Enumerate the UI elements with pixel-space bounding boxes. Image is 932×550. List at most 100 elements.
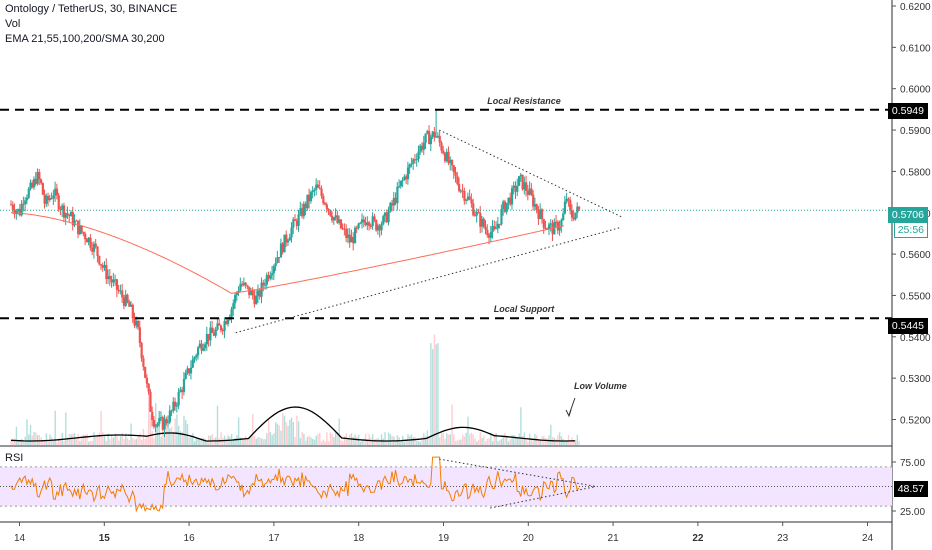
volume-bar xyxy=(500,439,503,445)
candle-body xyxy=(112,279,115,283)
candle-body xyxy=(491,226,494,232)
candle-body xyxy=(338,219,341,223)
candle-body xyxy=(255,295,258,305)
candle-body xyxy=(549,223,552,225)
low-volume-annotation: Low Volume xyxy=(574,381,627,391)
volume-bar xyxy=(179,431,182,445)
candle-body xyxy=(175,405,179,407)
volume-bar xyxy=(493,434,496,445)
volume-legend: Vol xyxy=(5,18,21,30)
volume-bar xyxy=(280,430,282,445)
candle-body xyxy=(398,186,401,188)
candle-body xyxy=(285,234,288,243)
volume-bar xyxy=(10,440,12,445)
volume-bar xyxy=(144,438,146,445)
candle-body xyxy=(124,294,127,306)
volume-bar xyxy=(491,441,494,445)
candle-body xyxy=(456,175,459,184)
volume-bar xyxy=(128,440,130,445)
candle-body xyxy=(87,237,90,243)
candle-body xyxy=(329,209,332,216)
candle-body xyxy=(530,188,533,195)
candle-body xyxy=(510,188,514,205)
candle-body xyxy=(293,219,297,221)
candle-body xyxy=(558,227,561,231)
candle-body xyxy=(239,283,242,291)
volume-bar xyxy=(509,439,511,445)
candle-body xyxy=(551,223,554,235)
volume-bar xyxy=(299,438,302,445)
candle-body xyxy=(431,131,434,137)
volume-bar xyxy=(204,438,206,445)
volume-bar xyxy=(502,435,504,445)
candle-body xyxy=(131,304,134,319)
volume-bar xyxy=(89,440,92,445)
volume-bar xyxy=(202,437,205,445)
candle-body xyxy=(454,172,457,176)
time-tick-label: 16 xyxy=(184,533,196,544)
resistance-price-tag: 0.5949 xyxy=(887,103,928,119)
volume-bar xyxy=(567,434,570,445)
resistance-annotation: Local Resistance xyxy=(487,96,561,106)
candle-body xyxy=(92,243,96,252)
candle-body xyxy=(424,133,427,143)
volume-bar xyxy=(151,431,153,445)
candle-body xyxy=(84,233,87,240)
candle-body xyxy=(466,196,470,200)
candle-body xyxy=(539,209,542,219)
candle-body xyxy=(110,279,113,283)
candle-body xyxy=(61,205,64,210)
volume-bar xyxy=(484,441,487,445)
volume-bar xyxy=(530,438,533,445)
volume-bar xyxy=(527,441,529,445)
volume-bar xyxy=(289,419,291,445)
candle-body xyxy=(32,178,36,188)
candle-body xyxy=(503,201,507,212)
volume-bar xyxy=(460,439,462,445)
candle-body xyxy=(253,295,256,305)
volume-bar xyxy=(222,438,224,445)
candle-body xyxy=(147,383,150,392)
candle-body xyxy=(269,275,272,279)
candle-body xyxy=(576,206,579,213)
volume-bar xyxy=(342,441,344,445)
candle-body xyxy=(211,327,214,333)
volume-bar xyxy=(477,440,480,445)
low-volume-arrow-head xyxy=(565,409,572,418)
candle-body xyxy=(48,198,52,200)
volume-bar xyxy=(453,434,455,445)
candle-body xyxy=(196,347,200,356)
candle-body xyxy=(191,359,194,368)
candle-body xyxy=(154,425,157,427)
volume-bar xyxy=(84,434,86,445)
candle-body xyxy=(193,357,196,360)
volume-bar xyxy=(65,412,67,445)
candle-body xyxy=(406,167,410,180)
candle-body xyxy=(117,289,120,291)
candle-body xyxy=(59,209,62,211)
candle-body xyxy=(486,229,489,236)
volume-bar xyxy=(91,440,93,445)
candle-body xyxy=(237,290,240,293)
candle-body xyxy=(394,197,397,204)
volume-bar xyxy=(338,418,340,445)
candle-body xyxy=(256,290,260,296)
candle-body xyxy=(574,212,577,220)
time-tick-label: 18 xyxy=(353,533,365,544)
candle-body xyxy=(465,199,468,201)
volume-bar xyxy=(537,439,540,445)
candle-body xyxy=(493,226,496,229)
candle-body xyxy=(542,219,545,228)
candle-body xyxy=(440,142,443,151)
candle-body xyxy=(560,220,563,228)
candle-body xyxy=(391,203,394,206)
volume-bar xyxy=(253,436,256,445)
candle-body xyxy=(13,209,16,215)
price-tick-label: 0.5900 xyxy=(900,126,931,137)
volume-bar xyxy=(347,437,349,445)
time-tick-label: 17 xyxy=(268,533,280,544)
candle-body xyxy=(380,224,383,231)
volume-bar xyxy=(35,432,37,445)
